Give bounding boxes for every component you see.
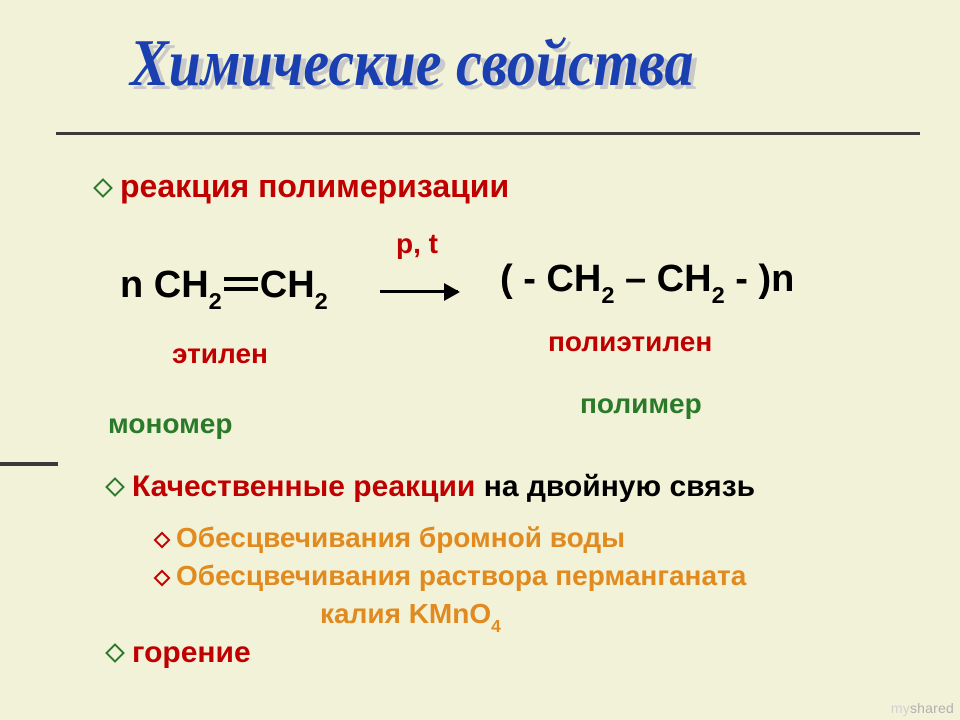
rhs-mid: – CH bbox=[614, 258, 711, 300]
label-polymer: полимер bbox=[580, 388, 702, 420]
diamond-icon bbox=[154, 570, 171, 587]
bullet-combustion-text: горение bbox=[132, 636, 251, 669]
lhs-sub1: 2 bbox=[209, 288, 222, 314]
bullet-combustion: горение bbox=[108, 636, 251, 670]
rhs-sub1: 2 bbox=[601, 282, 614, 308]
lhs-pre2: CH bbox=[260, 264, 315, 306]
bullet-qualitative-rest: на двойную связь bbox=[475, 470, 755, 503]
reaction-rhs: ( - CH2 – CH2 - )n bbox=[500, 258, 794, 306]
reaction-lhs: n CH2CH2 bbox=[120, 264, 328, 312]
diamond-icon bbox=[93, 178, 113, 198]
bullet-bromine: Обесцвечивания бромной воды bbox=[156, 522, 625, 554]
rhs-post: - )n bbox=[725, 258, 795, 300]
title-underline bbox=[56, 132, 920, 135]
rhs-sub2: 2 bbox=[712, 282, 725, 308]
bullet-qualitative: Качественные реакции на двойную связь bbox=[108, 470, 755, 504]
reaction-condition: p, t bbox=[396, 228, 438, 260]
side-tick bbox=[0, 462, 58, 466]
permanganate-sub: 4 bbox=[491, 616, 501, 636]
bullet-permanganate-l2: калия KMnO4 bbox=[320, 598, 501, 635]
label-ethylene: этилен bbox=[172, 338, 268, 370]
diamond-icon bbox=[154, 532, 171, 549]
reaction-arrow-icon bbox=[380, 290, 458, 293]
bullet-permanganate-l1-text: Обесцвечивания раствора перманганата bbox=[176, 560, 746, 591]
diamond-icon bbox=[105, 643, 125, 663]
bullet-polymerization: реакция полимеризации bbox=[96, 168, 509, 205]
page-title: Химические свойства bbox=[130, 24, 694, 101]
lhs-sub2: 2 bbox=[315, 288, 328, 314]
label-monomer: мономер bbox=[108, 408, 232, 440]
permanganate-pre: калия KMnO bbox=[320, 598, 491, 629]
bullet-polymerization-text: реакция полимеризации bbox=[120, 168, 509, 204]
bullet-qualitative-strong: Качественные реакции bbox=[132, 470, 475, 503]
rhs-pre1: ( - CH bbox=[500, 258, 601, 300]
bullet-permanganate-l1: Обесцвечивания раствора перманганата bbox=[156, 560, 746, 592]
bullet-bromine-text: Обесцвечивания бромной воды bbox=[176, 522, 625, 553]
diamond-icon bbox=[105, 477, 125, 497]
lhs-pre1: n CH bbox=[120, 264, 209, 306]
label-polyethylene: полиэтилен bbox=[548, 326, 712, 358]
watermark: myshared bbox=[891, 700, 954, 716]
